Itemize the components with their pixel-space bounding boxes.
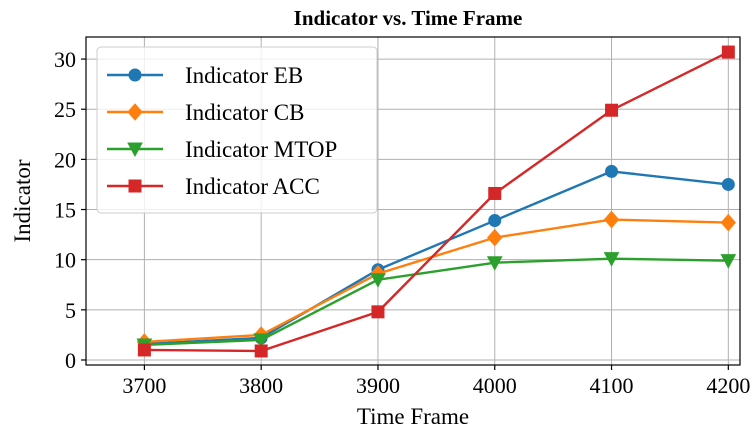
series-line <box>144 170 729 346</box>
y-tick-label: 0 <box>65 348 76 373</box>
y-tick-label: 25 <box>54 97 76 122</box>
y-tick-label: 15 <box>54 198 76 223</box>
data-point <box>720 213 736 232</box>
legend-marker <box>128 179 142 193</box>
data-point <box>720 254 737 269</box>
series-line <box>144 257 729 347</box>
legend-label: Indicator CB <box>185 100 304 125</box>
y-tick-label: 10 <box>54 248 76 273</box>
series-line <box>144 218 729 344</box>
legend-item: Indicator CB <box>107 100 304 125</box>
data-point <box>253 333 270 348</box>
plot-frame <box>85 36 741 366</box>
legend: Indicator EB Indicator CB Indicator MTOP In… <box>96 46 378 214</box>
legend-label: Indicator MTOP <box>185 137 337 162</box>
legend-item: Indicator ACC <box>107 174 320 199</box>
y-axis-label: Indicator <box>10 159 35 242</box>
data-point <box>721 45 735 59</box>
legend-marker <box>128 68 142 82</box>
y-tick-label: 30 <box>54 47 76 72</box>
series-indicator-cb <box>136 210 736 351</box>
legend-label: Indicator EB <box>185 63 303 88</box>
legend-label: Indicator ACC <box>185 174 320 199</box>
legend-item: Indicator MTOP <box>107 137 337 162</box>
data-point <box>254 344 268 358</box>
data-point <box>486 256 503 271</box>
x-axis-ticks: 3700 3800 3900 4000 4100 4200 <box>122 365 750 398</box>
data-point <box>603 210 620 229</box>
y-axis-ticks: 0 5 10 15 20 25 30 <box>54 47 86 373</box>
x-tick-label: 4100 <box>590 373 634 398</box>
y-tick-label: 5 <box>65 298 76 323</box>
x-tick-label: 3900 <box>356 373 400 398</box>
data-point <box>371 305 385 319</box>
data-point <box>605 164 619 178</box>
x-tick-label: 3700 <box>122 373 166 398</box>
legend-item: Indicator EB <box>107 63 303 88</box>
plot-series <box>136 45 737 358</box>
x-tick-label: 3800 <box>239 373 283 398</box>
data-point <box>721 177 735 191</box>
data-point <box>488 214 502 228</box>
series-indicator-acc <box>137 45 735 358</box>
data-point <box>370 273 386 288</box>
legend-frame <box>96 46 378 214</box>
legend-marker <box>127 103 143 121</box>
x-tick-label: 4200 <box>706 373 750 398</box>
data-point <box>605 103 619 117</box>
x-tick-label: 4000 <box>473 373 517 398</box>
x-axis-label: Time Frame <box>357 404 469 429</box>
data-point <box>487 228 503 247</box>
data-point <box>603 252 620 267</box>
series-line <box>144 50 729 353</box>
data-point <box>137 343 151 357</box>
y-tick-label: 20 <box>54 147 76 172</box>
chart-title: Indicator vs. Time Frame <box>294 6 523 30</box>
legend-marker <box>127 142 143 158</box>
data-point <box>488 186 502 200</box>
